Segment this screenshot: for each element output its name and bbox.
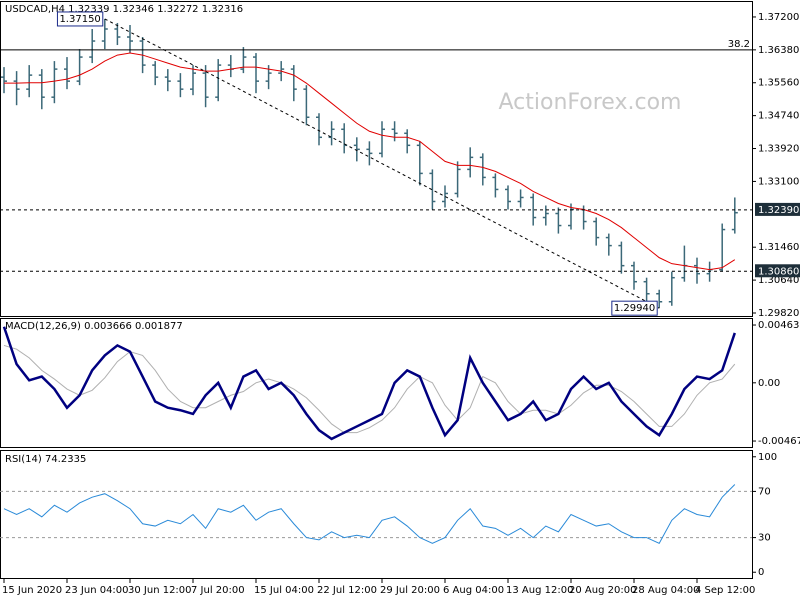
level-label: 1.32390: [758, 205, 799, 216]
level-label: 38.2: [728, 39, 750, 50]
moving-average: [4, 52, 736, 271]
y-tick-label: 1.29820: [758, 308, 799, 319]
y-tick-label: 1.37200: [758, 12, 799, 23]
annotation-label: 1.37150: [59, 14, 100, 25]
rsi-title: RSI(14) 74.2335: [5, 454, 86, 465]
y-tick-label: 1.30640: [758, 275, 799, 286]
x-tick-label: 28 Aug 04:00: [632, 585, 699, 596]
y-tick-label: 1.36380: [758, 45, 799, 56]
watermark: ActionForex.com: [499, 90, 682, 115]
level-label-box: [755, 264, 800, 278]
y-tick-label: 100: [758, 452, 777, 463]
price-title: USDCAD,H4 1.32339 1.32346 1.32272 1.3231…: [5, 4, 243, 15]
annotation-label: 1.29940: [614, 303, 655, 314]
level-label-box: [755, 202, 800, 216]
x-tick-label: 6 Aug 04:00: [443, 585, 504, 596]
rsi-line: [3, 484, 736, 545]
y-tick-label: 30: [758, 533, 771, 544]
y-tick-label: 0: [758, 567, 764, 578]
rsi-panel-border: [0, 450, 753, 579]
x-tick-label: 13 Aug 12:00: [506, 585, 573, 596]
y-tick-label: 1.31460: [758, 242, 799, 253]
x-tick-label: 23 Jun 04:00: [65, 585, 129, 596]
x-tick-label: 4 Sep 12:00: [695, 585, 755, 596]
x-tick-label: 15 Jul 04:00: [254, 585, 314, 596]
x-tick-label: 29 Jul 20:00: [380, 585, 440, 596]
y-tick-label: 1.33100: [758, 176, 799, 187]
x-tick-label: 22 Jul 12:00: [317, 585, 377, 596]
y-tick-label: 1.33920: [758, 144, 799, 155]
price-panel-border: [0, 1, 753, 317]
x-tick-label: 30 Jun 12:00: [128, 585, 192, 596]
y-tick-label: 0.004637: [758, 320, 800, 331]
macd-title: MACD(12,26,9) 0.003666 0.001877: [5, 321, 183, 332]
x-tick-label: 20 Aug 20:00: [569, 585, 636, 596]
macd-line: [2, 326, 736, 441]
y-tick-label: 70: [758, 486, 771, 497]
y-tick-label: 0.00: [758, 378, 780, 389]
annotation-box: [56, 11, 104, 27]
level-label: 1.30860: [758, 266, 799, 277]
x-tick-label: 7 Jul 20:00: [191, 585, 245, 596]
trend-line: [104, 18, 660, 309]
y-tick-label: 1.35560: [758, 78, 799, 89]
annotation-box: [611, 300, 658, 316]
y-tick-label: 1.34740: [758, 111, 799, 122]
x-tick-label: 15 Jun 2020: [2, 585, 62, 596]
